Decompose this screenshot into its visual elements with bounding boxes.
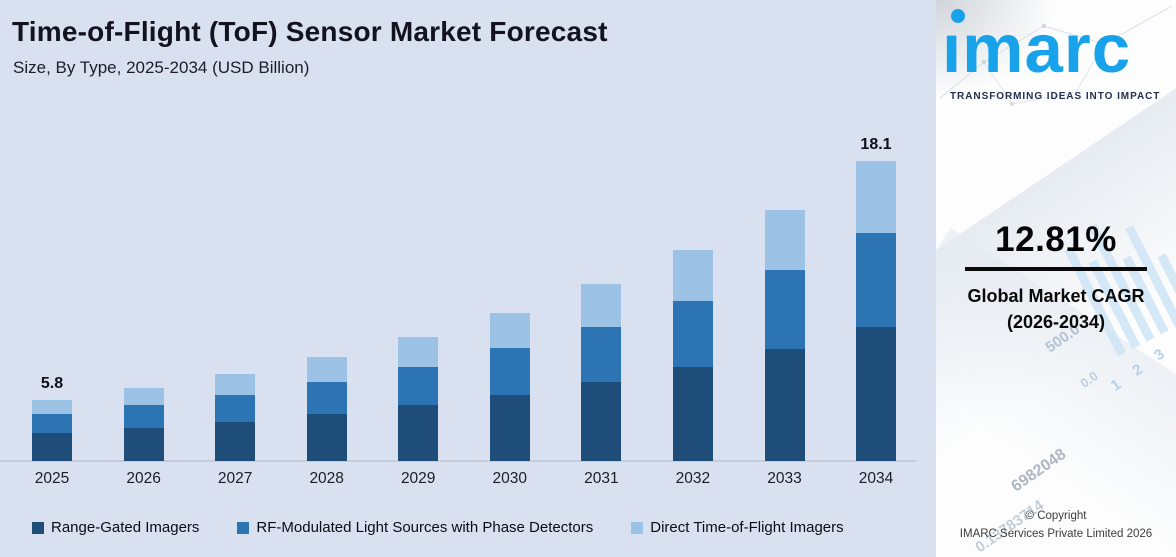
legend-label: Direct Time-of-Flight Imagers [650, 519, 844, 536]
cagr-value: 12.81% [995, 220, 1117, 259]
bar-segment-2030-series2 [489, 312, 530, 349]
x-axis-line [0, 460, 916, 462]
bar-2033 [764, 209, 805, 461]
bar-segment-2031-series1 [581, 326, 622, 382]
bar-segment-2034-series2 [856, 161, 896, 234]
legend-swatch-icon [237, 521, 250, 534]
bar-2030 [489, 312, 530, 461]
chart-legend: Range-Gated Imagers RF-Modulated Light S… [32, 519, 844, 536]
bar-segment-2031-series2 [581, 284, 622, 327]
cagr-label-line2: (2026-2034) [1006, 312, 1106, 333]
bar-segment-2030-series1 [489, 348, 530, 395]
bar-value-label-2025: 5.8 [40, 374, 64, 392]
bar-2026 [123, 387, 164, 461]
legend-item-direct-tof: Direct Time-of-Flight Imagers [631, 519, 844, 536]
legend-swatch-icon [32, 521, 44, 534]
legend-item-rf-modulated: RF-Modulated Light Sources with Phase De… [237, 519, 593, 536]
x-tick-2027: 2027 [217, 470, 253, 487]
bar-2028 [306, 356, 347, 461]
bar-segment-2025-series2 [32, 399, 72, 415]
bar-2032 [672, 250, 713, 461]
bar-segment-2026-series1 [123, 405, 164, 429]
cagr-underline [965, 267, 1147, 271]
x-tick-2025: 2025 [34, 470, 70, 487]
bar-segment-2028-series2 [306, 356, 347, 382]
x-tick-2034: 2034 [858, 470, 894, 487]
cagr-label-line1: Global Market CAGR [967, 286, 1145, 306]
legend-swatch-icon [631, 521, 644, 534]
x-tick-2031: 2031 [584, 470, 619, 487]
network-lines-decoration [939, 5, 1173, 106]
bar-segment-2033-series2 [764, 209, 805, 270]
bar-segment-2029-series0 [398, 405, 439, 461]
legend-label: Range-Gated Imagers [51, 519, 200, 536]
bar-segment-2026-series0 [123, 428, 164, 461]
bar-segment-2027-series0 [215, 421, 256, 461]
bar-segment-2028-series0 [306, 414, 347, 461]
x-tick-2033: 2033 [767, 470, 802, 487]
bar-segment-2030-series0 [489, 394, 530, 461]
bar-segment-2034-series0 [856, 326, 896, 461]
bar-value-label-2034: 18.1 [860, 136, 892, 154]
copyright-line1: © Copyright [1025, 510, 1087, 522]
bar-2034 [856, 161, 896, 461]
chart-title: Time-of-Flight (ToF) Sensor Market Forec… [12, 16, 608, 47]
bar-segment-2027-series1 [215, 394, 256, 422]
bar-segment-2027-series2 [215, 373, 256, 395]
bar-segment-2032-series1 [672, 300, 713, 367]
bar-2031 [581, 284, 622, 461]
x-tick-2032: 2032 [675, 470, 711, 487]
bar-2025 [32, 399, 72, 462]
cagr-block: 12.81% Global Market CAGR (2026-2034) [936, 220, 1176, 335]
brand-pane: 500.0 1 2 3 4 0.0 6982048 0.13783714 ıma… [936, 0, 1176, 557]
legend-item-range-gated: Range-Gated Imagers [32, 519, 199, 536]
bar-segment-2025-series0 [32, 433, 72, 461]
bar-segment-2033-series0 [764, 348, 805, 461]
x-tick-2028: 2028 [309, 470, 344, 487]
bar-segment-2028-series1 [306, 381, 347, 415]
bar-segment-2026-series2 [123, 387, 164, 406]
bar-segment-2029-series1 [398, 366, 439, 406]
copyright-line2: IMARC Services Private Limited 2026 [959, 527, 1153, 540]
bar-segment-2029-series2 [398, 336, 439, 367]
bar-segment-2034-series1 [856, 233, 896, 327]
x-tick-2029: 2029 [400, 470, 436, 487]
imarc-tagline: TRANSFORMING IDEAS INTO IMPACT [950, 91, 1161, 102]
bar-segment-2033-series1 [764, 270, 805, 349]
bar-2027 [215, 373, 256, 461]
bar-segment-2025-series1 [32, 414, 72, 434]
bar-segment-2031-series0 [581, 381, 622, 461]
x-tick-2030: 2030 [492, 470, 528, 487]
chart-subtitle: Size, By Type, 2025-2034 (USD Billion) [13, 58, 310, 77]
bar-segment-2032-series2 [672, 250, 713, 301]
bar-segment-2032-series0 [672, 366, 713, 461]
legend-label: RF-Modulated Light Sources with Phase De… [256, 519, 594, 536]
x-tick-2026: 2026 [126, 470, 161, 487]
imarc-logo: ımarc [942, 10, 1132, 87]
plot-area: 2025 5.8 2026 2027 2028 2029 2030 2031 2032 2033 2… [0, 136, 916, 487]
bar-2029 [398, 336, 439, 461]
chart-pane: Time-of-Flight (ToF) Sensor Market Forec… [0, 0, 936, 557]
copyright: © Copyright IMARC Services Private Limit… [936, 508, 1176, 544]
imarc-logo-dot-icon [951, 9, 965, 23]
